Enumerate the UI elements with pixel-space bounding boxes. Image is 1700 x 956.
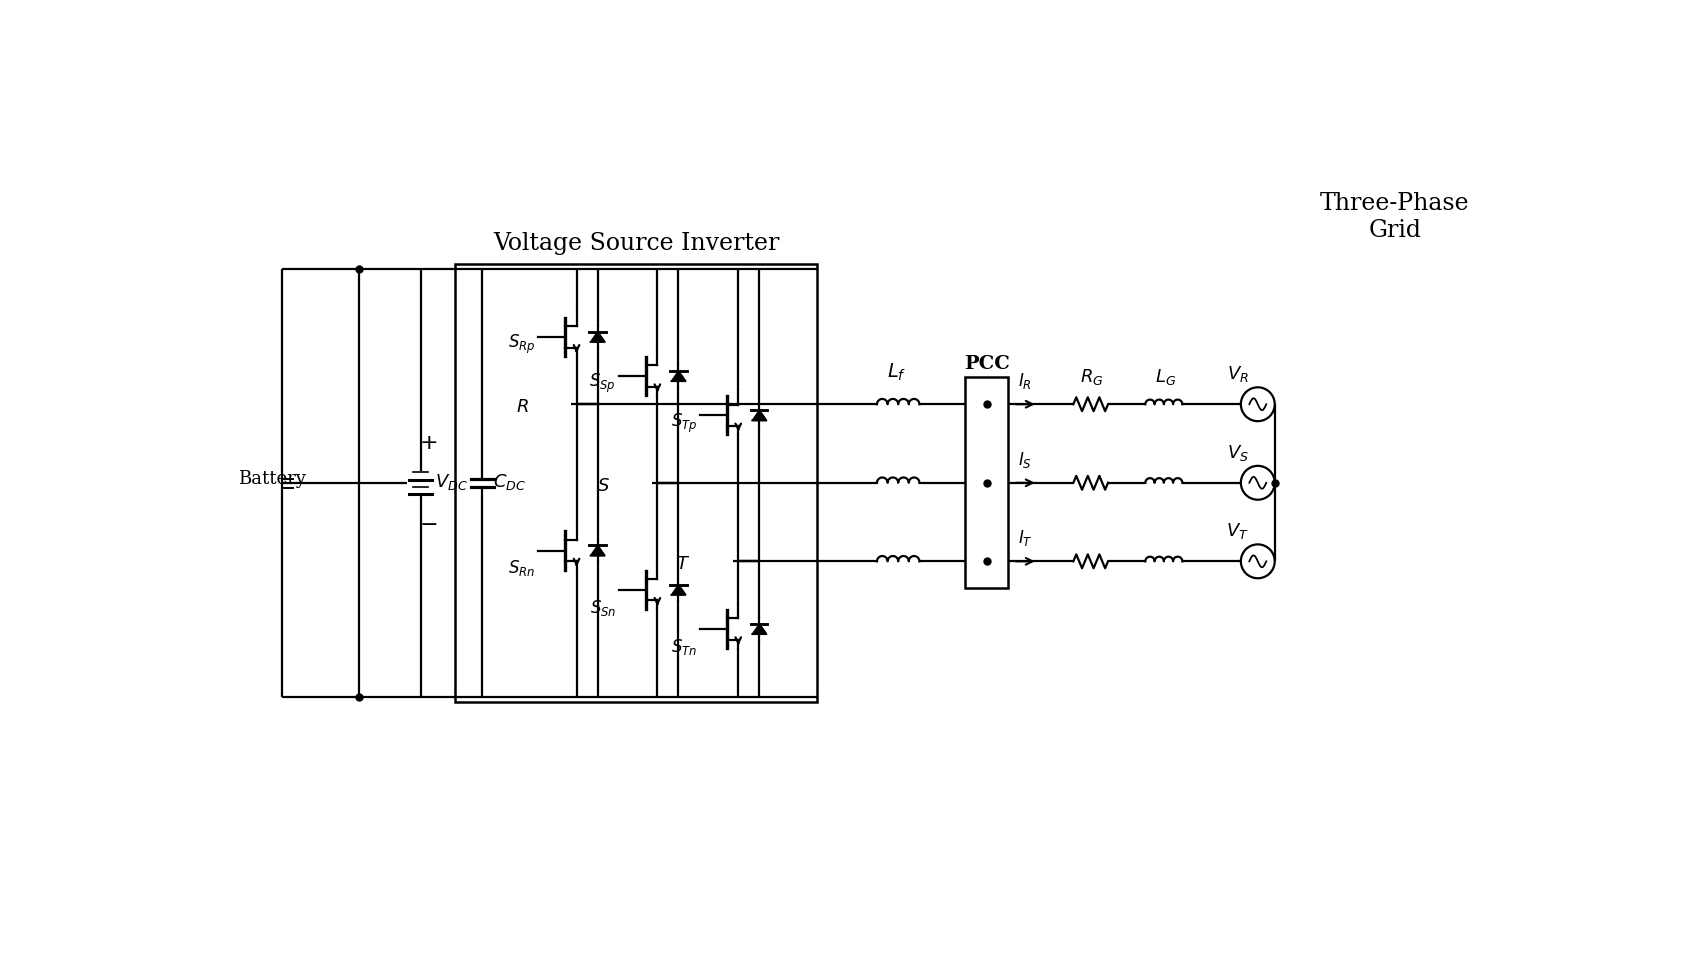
- Text: $S_{Rp}$: $S_{Rp}$: [508, 333, 536, 356]
- Text: $S_{Rn}$: $S_{Rn}$: [508, 558, 536, 578]
- Polygon shape: [672, 585, 685, 595]
- Text: $+$: $+$: [420, 432, 437, 454]
- Bar: [456, 264, 818, 703]
- Polygon shape: [751, 624, 767, 634]
- Text: $S_{Sp}$: $S_{Sp}$: [590, 372, 615, 396]
- Polygon shape: [590, 546, 605, 555]
- Bar: [966, 378, 1008, 588]
- Text: $S_{Sn}$: $S_{Sn}$: [590, 598, 615, 618]
- Text: $I_T$: $I_T$: [1018, 529, 1032, 548]
- Text: $V_{DC}$: $V_{DC}$: [435, 471, 468, 491]
- Text: $-$: $-$: [420, 512, 437, 534]
- Polygon shape: [672, 371, 685, 381]
- Text: $L_f$: $L_f$: [887, 361, 906, 382]
- Text: Voltage Source Inverter: Voltage Source Inverter: [493, 232, 780, 255]
- Text: Three-Phase
Grid: Three-Phase Grid: [1319, 192, 1470, 242]
- Text: $I_R$: $I_R$: [1018, 371, 1032, 391]
- Text: $C_{DC}$: $C_{DC}$: [493, 471, 527, 491]
- Text: $S_{Tn}$: $S_{Tn}$: [672, 637, 697, 657]
- Text: $R$: $R$: [515, 399, 529, 416]
- Text: $V_T$: $V_T$: [1226, 521, 1250, 541]
- Text: $S_{Tp}$: $S_{Tp}$: [670, 411, 697, 435]
- Text: $I_S$: $I_S$: [1018, 449, 1032, 469]
- Text: $V_R$: $V_R$: [1227, 364, 1249, 384]
- Text: $V_S$: $V_S$: [1227, 443, 1249, 463]
- Polygon shape: [590, 332, 605, 342]
- Polygon shape: [751, 410, 767, 421]
- Text: $S$: $S$: [597, 477, 609, 495]
- Text: $R_G$: $R_G$: [1081, 367, 1103, 387]
- Text: $L_G$: $L_G$: [1154, 367, 1176, 387]
- Text: PCC: PCC: [964, 355, 1010, 373]
- Text: $T$: $T$: [677, 555, 690, 574]
- Text: Battery: Battery: [238, 470, 306, 489]
